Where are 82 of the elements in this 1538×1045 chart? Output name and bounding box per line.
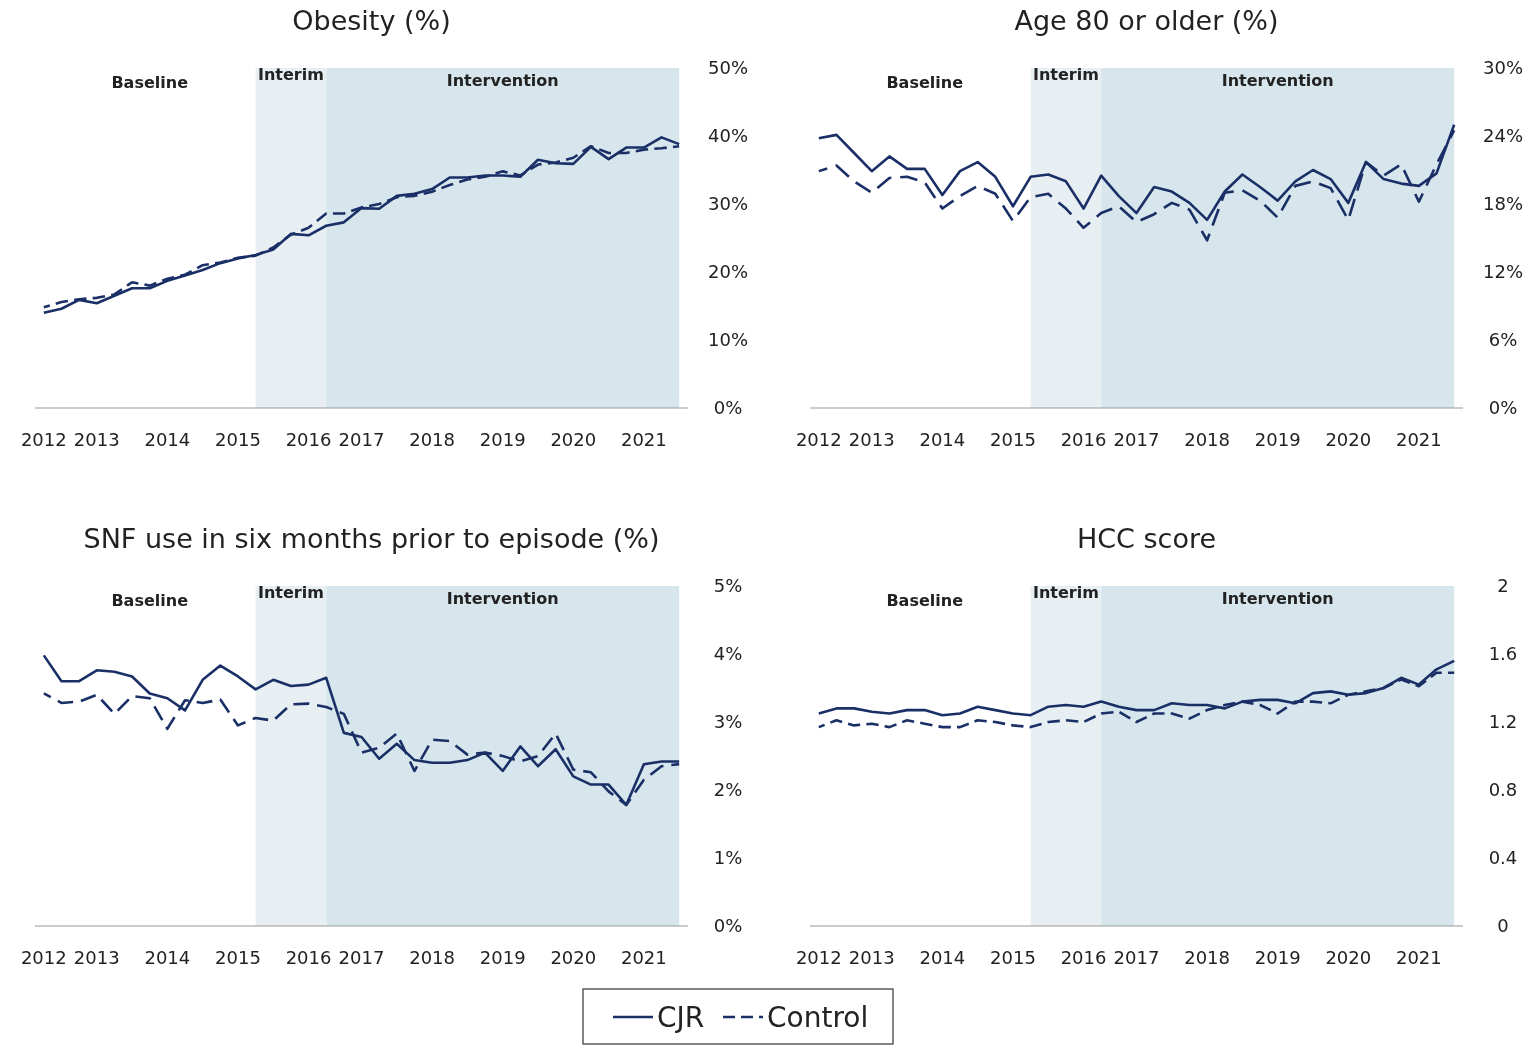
x-tick-label: 2013 bbox=[848, 947, 895, 968]
y-tick-label: 30% bbox=[1482, 57, 1524, 78]
annotation: Intervention bbox=[1221, 71, 1334, 90]
legend-label: Control bbox=[767, 1001, 869, 1034]
annotation: Interim bbox=[257, 65, 324, 84]
y-tick-label: 20% bbox=[707, 261, 749, 282]
x-tick-label: 2015 bbox=[990, 947, 1036, 968]
y-tick-label: 30% bbox=[707, 193, 749, 214]
y-tick-label: 1.6 bbox=[1488, 643, 1518, 664]
y-tick-label: 6% bbox=[1488, 329, 1518, 350]
y-tick-label: 0.8 bbox=[1488, 779, 1518, 800]
x-tick-label: 2015 bbox=[215, 947, 261, 968]
y-tick-label: 2% bbox=[713, 779, 743, 800]
y-tick-label: 0.4 bbox=[1488, 847, 1518, 868]
x-tick-label: 2017 bbox=[338, 429, 385, 450]
chart-title: HCC score bbox=[1076, 523, 1217, 554]
x-tick-label: 2018 bbox=[1184, 947, 1230, 968]
annotation: Baseline bbox=[886, 591, 964, 610]
x-tick-label: 2014 bbox=[919, 429, 966, 450]
x-tick-label: 2012 bbox=[20, 429, 67, 450]
x-tick-label: 2019 bbox=[479, 947, 526, 968]
annotation: Baseline bbox=[111, 591, 189, 610]
annotation: Intervention bbox=[1221, 589, 1334, 608]
x-tick-label: 2016 bbox=[285, 947, 332, 968]
chart-title: SNF use in six months prior to episode (%) bbox=[83, 523, 660, 554]
x-tick-label: 2014 bbox=[919, 947, 966, 968]
y-tick-label: 50% bbox=[707, 57, 749, 78]
y-tick-label: 3% bbox=[713, 711, 743, 732]
x-tick-label: 2018 bbox=[409, 429, 455, 450]
annotation: Intervention bbox=[446, 589, 559, 608]
x-tick-label: 2016 bbox=[1060, 429, 1107, 450]
y-tick-label: 10% bbox=[707, 329, 749, 350]
x-tick-label: 2021 bbox=[1395, 429, 1442, 450]
chart-title: Age 80 or older (%) bbox=[1014, 5, 1279, 36]
x-tick-label: 2020 bbox=[1325, 429, 1372, 450]
y-tick-label: 0 bbox=[1497, 915, 1509, 936]
x-tick-label: 2012 bbox=[795, 429, 842, 450]
y-tick-label: 0% bbox=[713, 915, 743, 936]
y-tick-label: 12% bbox=[1482, 261, 1524, 282]
x-tick-label: 2021 bbox=[620, 947, 667, 968]
x-tick-label: 2017 bbox=[1113, 947, 1160, 968]
y-tick-label: 4% bbox=[713, 643, 743, 664]
y-tick-label: 2 bbox=[1497, 575, 1509, 596]
annotation: Baseline bbox=[111, 73, 189, 92]
y-tick-label: 1.2 bbox=[1488, 711, 1518, 732]
x-tick-label: 2017 bbox=[338, 947, 385, 968]
annotation: Intervention bbox=[446, 71, 559, 90]
annotation: Interim bbox=[1032, 65, 1099, 84]
annotation: Interim bbox=[1032, 583, 1099, 602]
x-tick-label: 2019 bbox=[479, 429, 526, 450]
x-tick-label: 2014 bbox=[144, 947, 191, 968]
annotation: Interim bbox=[257, 583, 324, 602]
x-tick-label: 2020 bbox=[550, 429, 597, 450]
y-tick-label: 0% bbox=[1488, 397, 1518, 418]
annotation: Baseline bbox=[886, 73, 964, 92]
x-tick-label: 2021 bbox=[1395, 947, 1442, 968]
x-tick-label: 2020 bbox=[550, 947, 597, 968]
y-tick-label: 18% bbox=[1482, 193, 1524, 214]
legend-label: CJR bbox=[657, 1001, 705, 1034]
x-tick-label: 2016 bbox=[1060, 947, 1107, 968]
x-tick-label: 2019 bbox=[1254, 429, 1301, 450]
x-tick-label: 2012 bbox=[20, 947, 67, 968]
x-tick-label: 2013 bbox=[73, 947, 120, 968]
y-tick-label: 1% bbox=[713, 847, 743, 868]
y-tick-label: 40% bbox=[707, 125, 749, 146]
x-tick-label: 2014 bbox=[144, 429, 191, 450]
y-tick-label: 0% bbox=[713, 397, 743, 418]
y-tick-label: 5% bbox=[713, 575, 743, 596]
x-tick-label: 2015 bbox=[990, 429, 1036, 450]
x-tick-label: 2012 bbox=[795, 947, 842, 968]
x-tick-label: 2013 bbox=[73, 429, 120, 450]
x-tick-label: 2016 bbox=[285, 429, 332, 450]
x-tick-label: 2018 bbox=[409, 947, 455, 968]
x-tick-label: 2019 bbox=[1254, 947, 1301, 968]
x-tick-label: 2020 bbox=[1325, 947, 1372, 968]
x-tick-label: 2017 bbox=[1113, 429, 1160, 450]
x-tick-label: 2018 bbox=[1184, 429, 1230, 450]
x-tick-label: 2015 bbox=[215, 429, 261, 450]
x-tick-label: 2013 bbox=[848, 429, 895, 450]
x-tick-label: 2021 bbox=[620, 429, 667, 450]
y-tick-label: 24% bbox=[1482, 125, 1524, 146]
chart-title: Obesity (%) bbox=[292, 5, 451, 36]
